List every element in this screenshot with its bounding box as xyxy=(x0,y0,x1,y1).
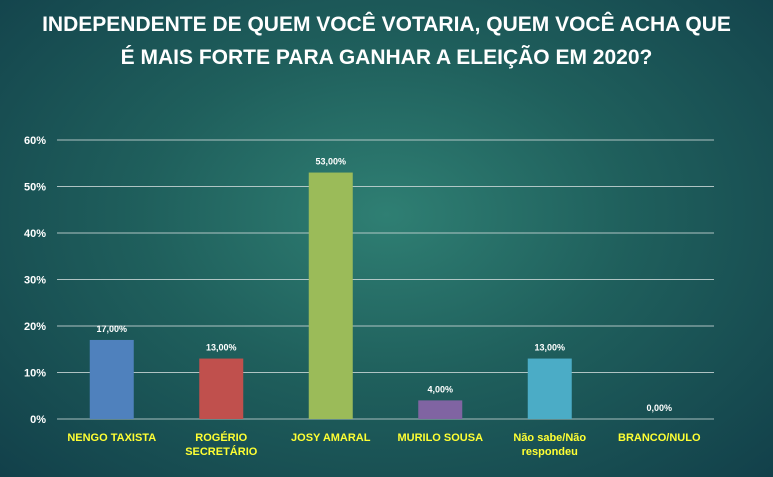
category-label: Não sabe/Não xyxy=(513,432,586,444)
category-label: SECRETÁRIO xyxy=(185,445,258,458)
bar xyxy=(199,358,244,419)
bar xyxy=(89,339,134,419)
category-label: ROGÉRIO xyxy=(195,431,247,444)
data-label: 4,00% xyxy=(427,384,453,394)
data-label: 0,00% xyxy=(646,403,672,413)
category-label: NENGO TAXISTA xyxy=(67,432,156,444)
y-tick-label: 20% xyxy=(24,321,46,333)
bar xyxy=(418,400,463,419)
category-label: respondeu xyxy=(522,446,578,458)
category-label: MURILO SOUSA xyxy=(397,432,483,444)
chart-title: INDEPENDENTE DE QUEM VOCÊ VOTARIA, QUEM … xyxy=(42,13,731,69)
y-tick-label: 10% xyxy=(24,368,46,380)
y-tick-label: 50% xyxy=(24,182,46,194)
category-label: JOSY AMARAL xyxy=(291,432,371,444)
category-label: BRANCO/NULO xyxy=(618,432,701,444)
bar xyxy=(527,358,572,419)
y-tick-label: 0% xyxy=(30,414,46,426)
y-tick-label: 60% xyxy=(24,135,46,147)
bar xyxy=(308,172,353,419)
y-tick-label: 30% xyxy=(24,275,46,287)
y-tick-label: 40% xyxy=(24,228,46,240)
data-label: 13,00% xyxy=(534,343,565,353)
data-label: 53,00% xyxy=(315,157,346,167)
data-label: 13,00% xyxy=(206,343,237,353)
data-label: 17,00% xyxy=(96,324,127,334)
